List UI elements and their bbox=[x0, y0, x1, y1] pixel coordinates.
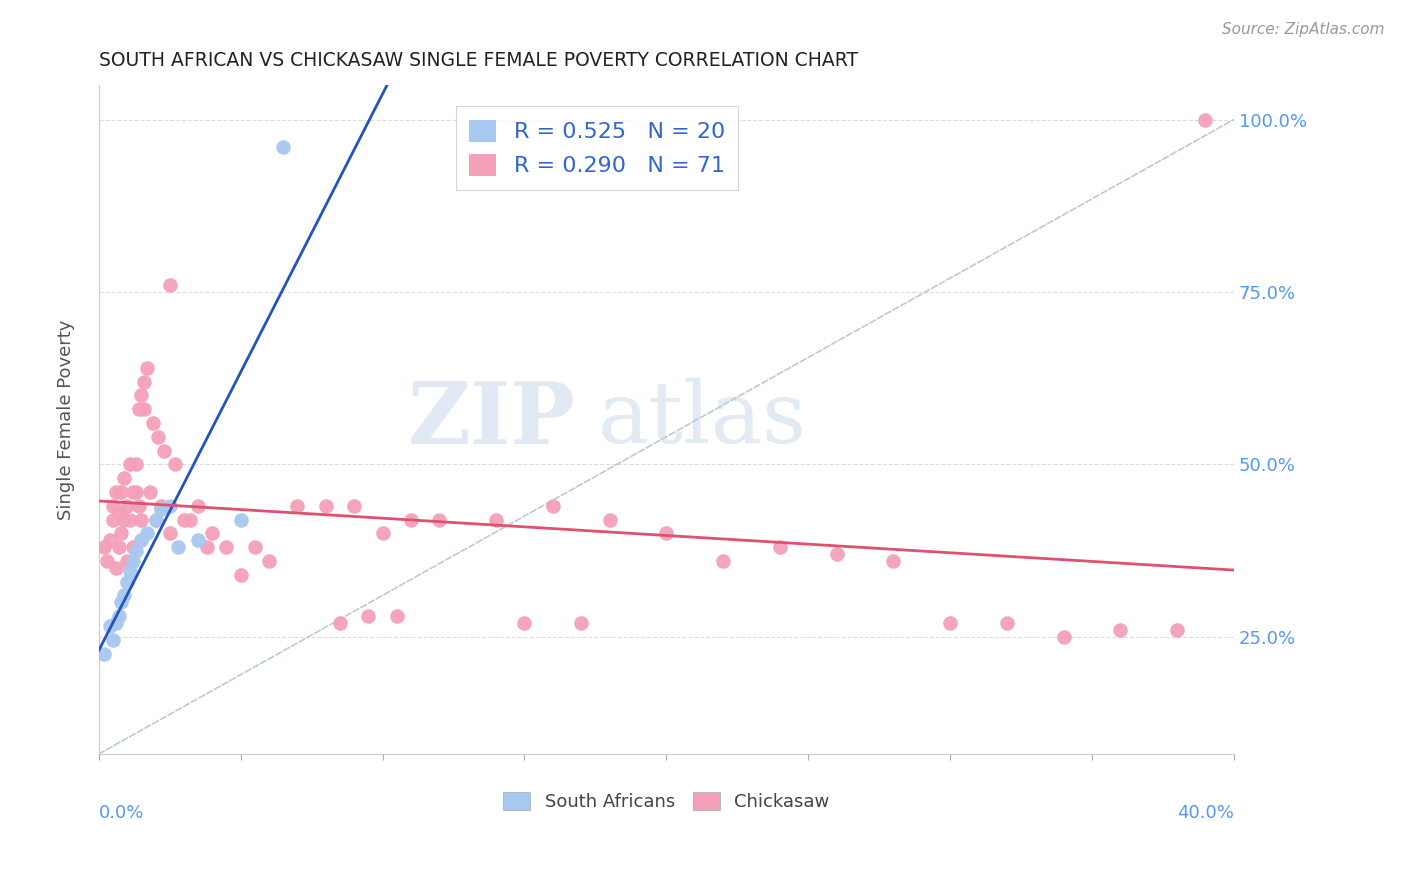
Point bbox=[427, 512, 450, 526]
Point bbox=[124, 543, 146, 558]
Point bbox=[150, 499, 173, 513]
Point bbox=[1052, 630, 1074, 644]
Point bbox=[769, 540, 792, 554]
Point bbox=[882, 554, 904, 568]
Point bbox=[569, 615, 592, 630]
Point bbox=[101, 633, 124, 648]
Point bbox=[115, 554, 138, 568]
Point bbox=[98, 533, 121, 548]
Point bbox=[96, 554, 118, 568]
Point bbox=[150, 502, 173, 516]
Point bbox=[343, 499, 366, 513]
Point bbox=[1166, 623, 1188, 637]
Point bbox=[139, 485, 162, 500]
Point bbox=[165, 458, 187, 472]
Point bbox=[134, 375, 156, 389]
Point bbox=[315, 499, 337, 513]
Y-axis label: Single Female Poverty: Single Female Poverty bbox=[58, 319, 75, 520]
Point bbox=[599, 512, 621, 526]
Point bbox=[101, 499, 124, 513]
Point bbox=[121, 540, 143, 554]
Point bbox=[287, 499, 309, 513]
Point bbox=[711, 554, 734, 568]
Point bbox=[110, 526, 132, 541]
Point bbox=[121, 554, 143, 568]
Point bbox=[159, 526, 181, 541]
Point bbox=[124, 458, 146, 472]
Point bbox=[173, 512, 195, 526]
Point bbox=[136, 360, 159, 375]
Point bbox=[201, 526, 224, 541]
Point bbox=[179, 512, 201, 526]
Point bbox=[159, 499, 181, 513]
Text: SOUTH AFRICAN VS CHICKASAW SINGLE FEMALE POVERTY CORRELATION CHART: SOUTH AFRICAN VS CHICKASAW SINGLE FEMALE… bbox=[98, 51, 858, 70]
Point bbox=[271, 140, 294, 154]
Point bbox=[243, 540, 266, 554]
Point bbox=[195, 540, 218, 554]
Point bbox=[107, 609, 129, 624]
Point bbox=[128, 402, 150, 417]
Point bbox=[134, 402, 156, 417]
Text: 0.0%: 0.0% bbox=[98, 804, 145, 822]
Point bbox=[1194, 112, 1216, 127]
Point bbox=[145, 512, 167, 526]
Point bbox=[131, 533, 153, 548]
Point bbox=[124, 485, 146, 500]
Point bbox=[187, 499, 209, 513]
Text: Source: ZipAtlas.com: Source: ZipAtlas.com bbox=[1222, 22, 1385, 37]
Point bbox=[136, 526, 159, 541]
Point bbox=[115, 574, 138, 589]
Point bbox=[112, 512, 135, 526]
Point bbox=[1109, 623, 1132, 637]
Text: 40.0%: 40.0% bbox=[1177, 804, 1234, 822]
Point bbox=[115, 499, 138, 513]
Point bbox=[371, 526, 394, 541]
Legend: South Africans, Chickasaw: South Africans, Chickasaw bbox=[496, 785, 837, 819]
Point bbox=[118, 458, 141, 472]
Point bbox=[229, 567, 252, 582]
Point bbox=[121, 485, 143, 500]
Point bbox=[110, 485, 132, 500]
Point bbox=[93, 540, 115, 554]
Point bbox=[329, 615, 352, 630]
Point bbox=[104, 615, 127, 630]
Point bbox=[995, 615, 1018, 630]
Text: ZIP: ZIP bbox=[408, 377, 575, 461]
Point bbox=[104, 561, 127, 575]
Point bbox=[148, 430, 170, 444]
Point bbox=[153, 443, 176, 458]
Point bbox=[167, 540, 190, 554]
Point bbox=[485, 512, 508, 526]
Point bbox=[541, 499, 564, 513]
Point bbox=[131, 388, 153, 402]
Point bbox=[142, 416, 165, 430]
Point bbox=[131, 512, 153, 526]
Point bbox=[939, 615, 962, 630]
Point bbox=[187, 533, 209, 548]
Point bbox=[513, 615, 536, 630]
Point bbox=[399, 512, 422, 526]
Point bbox=[107, 540, 129, 554]
Point bbox=[104, 485, 127, 500]
Point bbox=[385, 609, 408, 624]
Point bbox=[257, 554, 280, 568]
Point bbox=[215, 540, 238, 554]
Point bbox=[128, 499, 150, 513]
Point bbox=[118, 564, 141, 578]
Point bbox=[229, 512, 252, 526]
Point bbox=[145, 512, 167, 526]
Point bbox=[655, 526, 678, 541]
Point bbox=[110, 595, 132, 609]
Text: atlas: atlas bbox=[598, 378, 807, 461]
Point bbox=[357, 609, 380, 624]
Point bbox=[101, 512, 124, 526]
Point bbox=[825, 547, 848, 561]
Point bbox=[159, 278, 181, 293]
Point bbox=[107, 506, 129, 520]
Point bbox=[118, 512, 141, 526]
Point bbox=[112, 471, 135, 485]
Point bbox=[93, 647, 115, 661]
Point bbox=[98, 619, 121, 633]
Point bbox=[112, 588, 135, 602]
